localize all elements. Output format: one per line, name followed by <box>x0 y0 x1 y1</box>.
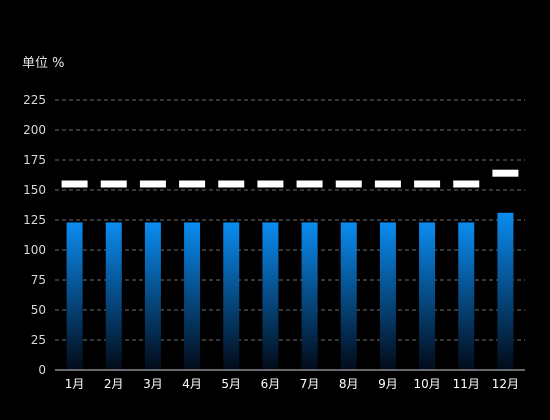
bar <box>66 222 83 370</box>
grid-lines <box>55 99 525 341</box>
y-tick-label: 200 <box>23 123 46 137</box>
target-marker <box>139 180 166 188</box>
bar <box>184 222 201 370</box>
x-tick-label: 7月 <box>300 377 320 391</box>
target-marker <box>492 169 519 177</box>
x-tick-label: 11月 <box>453 377 480 391</box>
bar <box>144 222 161 370</box>
bar <box>223 222 240 370</box>
bar <box>301 222 318 370</box>
target-marker <box>257 180 284 188</box>
bar <box>340 222 357 370</box>
target-marker <box>218 180 245 188</box>
target-marker <box>100 180 127 188</box>
x-tick-label: 3月 <box>143 377 163 391</box>
y-tick-label: 75 <box>31 273 46 287</box>
x-tick-label: 1月 <box>65 377 85 391</box>
x-axis-ticks: 1月 2月 3月 4月 5月 6月 7月 8月 9月 10月 11月 12月 <box>65 377 519 391</box>
target-marker <box>179 180 206 188</box>
y-tick-label: 0 <box>38 363 46 377</box>
bar <box>458 222 475 370</box>
y-tick-label: 50 <box>31 303 46 317</box>
bars <box>66 212 514 370</box>
y-tick-label: 125 <box>23 213 46 227</box>
y-tick-label: 25 <box>31 333 46 347</box>
target-marker <box>414 180 441 188</box>
y-axis-ticks: 0 25 50 75 100 125 150 175 200 225 <box>23 93 46 377</box>
y-tick-label: 175 <box>23 153 46 167</box>
y-axis-unit-label: 单位 % <box>22 56 65 71</box>
target-marker <box>296 180 323 188</box>
x-tick-label: 10月 <box>413 377 440 391</box>
bar <box>419 222 436 370</box>
target-marker <box>374 180 401 188</box>
bar <box>497 212 514 370</box>
target-markers <box>61 169 519 188</box>
target-marker <box>61 180 88 188</box>
y-tick-label: 100 <box>23 243 46 257</box>
bar <box>262 222 279 370</box>
y-tick-label: 225 <box>23 93 46 107</box>
x-tick-label: 6月 <box>261 377 281 391</box>
target-marker <box>335 180 362 188</box>
target-marker <box>453 180 480 188</box>
x-tick-label: 8月 <box>339 377 359 391</box>
y-tick-label: 150 <box>23 183 46 197</box>
x-tick-label: 4月 <box>182 377 202 391</box>
x-tick-label: 2月 <box>104 377 124 391</box>
x-tick-label: 9月 <box>378 377 398 391</box>
x-tick-label: 5月 <box>221 377 241 391</box>
x-tick-label: 12月 <box>492 377 519 391</box>
bar <box>105 222 122 370</box>
bar <box>379 222 396 370</box>
